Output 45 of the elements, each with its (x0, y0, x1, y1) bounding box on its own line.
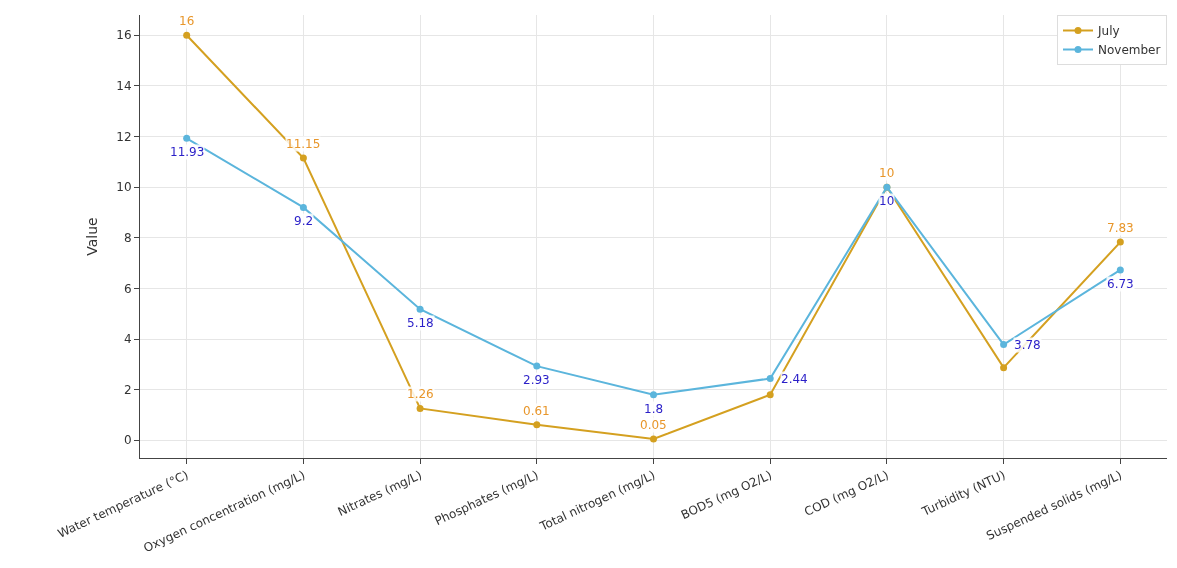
x-tick-label: COD (mg O2/L) (802, 467, 891, 520)
point (766, 375, 774, 383)
data-label: 2.44 (781, 372, 808, 386)
point (533, 421, 541, 429)
data-label: 16 (179, 14, 195, 28)
point (533, 362, 541, 370)
data-label: 10 (879, 166, 895, 180)
y-tick-label: 2 (123, 382, 132, 397)
data-label: 0.05 (640, 418, 667, 432)
point (1000, 364, 1008, 372)
point (1000, 341, 1008, 349)
data-label: 1.8 (644, 402, 664, 416)
point (299, 203, 307, 211)
data-label: 5.18 (407, 316, 434, 330)
data-label: 10 (879, 194, 895, 208)
point (650, 435, 657, 443)
data-label: 11.93 (170, 145, 205, 159)
legend-label: July (1097, 24, 1120, 39)
point (766, 391, 774, 399)
y-tick-label: 0 (123, 433, 132, 448)
point (183, 134, 191, 142)
point (650, 391, 657, 399)
y-tick-label: 4 (123, 332, 132, 347)
data-label: 3.78 (1014, 338, 1041, 352)
data-label: 2.93 (523, 373, 550, 387)
y-axis-title: Value (83, 217, 100, 256)
point (183, 31, 191, 39)
y-tick-label: 14 (116, 79, 132, 94)
y-tick-label: 6 (123, 281, 132, 296)
point (416, 305, 424, 313)
point (1116, 266, 1124, 274)
data-label: 0.61 (523, 404, 550, 418)
point (1116, 238, 1124, 246)
data-label: 11.15 (286, 137, 321, 151)
data-label: 1.26 (407, 387, 434, 401)
data-label: 9.2 (294, 214, 314, 228)
y-tick-label: 8 (123, 230, 132, 245)
legend-label: November (1098, 43, 1161, 58)
point (416, 404, 424, 412)
y-tick-label: 10 (116, 180, 132, 195)
point (299, 154, 307, 162)
data-label: 6.73 (1107, 277, 1134, 291)
y-tick-label: 12 (116, 129, 132, 144)
data-label: 7.83 (1107, 221, 1134, 235)
y-tick-label: 16 (116, 28, 132, 43)
